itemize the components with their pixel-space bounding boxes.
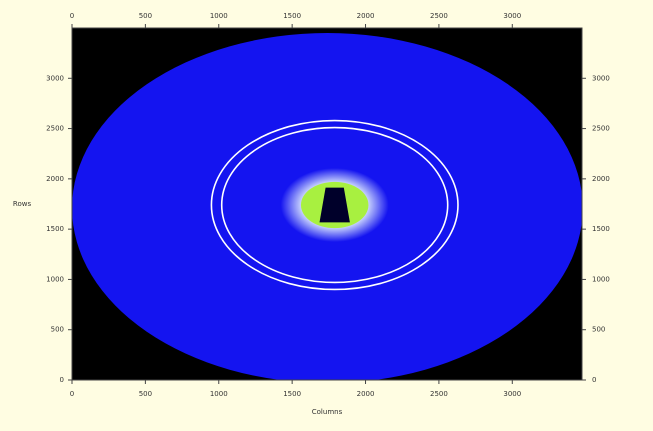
x-tick-label-top: 2500 <box>430 12 448 20</box>
x-tick-label-top: 500 <box>139 12 152 20</box>
x-tick-label-top: 2000 <box>357 12 375 20</box>
y-tick-label-right: 0 <box>592 376 596 384</box>
ring <box>220 126 449 284</box>
y-tick-label-right: 500 <box>592 326 605 334</box>
x-tick-label: 2000 <box>357 390 375 398</box>
y-tick-label: 0 <box>60 376 64 384</box>
y-tick-label-right: 1000 <box>592 275 610 283</box>
x-tick-label: 3000 <box>503 390 521 398</box>
y-axis-label: Rows <box>13 200 32 208</box>
plot-area <box>72 28 582 380</box>
y-tick-label: 1000 <box>46 275 64 283</box>
y-tick-label-right: 2000 <box>592 175 610 183</box>
x-tick-label: 2500 <box>430 390 448 398</box>
x-tick-label-top: 1500 <box>283 12 301 20</box>
y-tick-label: 1500 <box>46 225 64 233</box>
y-tick-label: 3000 <box>46 74 64 82</box>
beam-stop <box>319 187 350 223</box>
x-tick-label-top: 1000 <box>210 12 228 20</box>
y-tick-label: 2000 <box>46 175 64 183</box>
y-tick-label-right: 2500 <box>592 125 610 133</box>
y-tick-label: 2500 <box>46 125 64 133</box>
y-tick-label-right: 3000 <box>592 74 610 82</box>
x-tick-label: 1500 <box>283 390 301 398</box>
x-tick-label: 0 <box>70 390 74 398</box>
y-tick-label: 500 <box>51 326 64 334</box>
x-tick-label-top: 3000 <box>503 12 521 20</box>
plot-frame <box>71 27 583 381</box>
x-tick-label: 1000 <box>210 390 228 398</box>
x-tick-label-top: 0 <box>70 12 74 20</box>
x-axis-label: Columns <box>312 408 343 416</box>
y-tick-label-right: 1500 <box>592 225 610 233</box>
ring <box>210 119 459 291</box>
x-tick-label: 500 <box>139 390 152 398</box>
